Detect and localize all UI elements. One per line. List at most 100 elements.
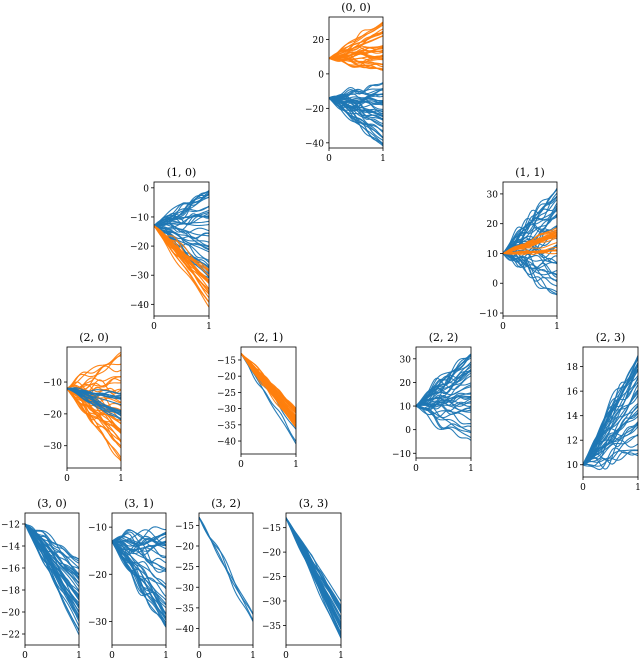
series-line xyxy=(25,523,79,631)
subplot-title: (0, 0) xyxy=(341,1,371,14)
subplot-p30: (3, 0) −12 −14 −16 −18 −20 −22 0 1 xyxy=(1,497,82,660)
y-tick-label: −20 xyxy=(43,410,62,420)
series-line xyxy=(112,540,166,626)
series-line xyxy=(67,387,121,416)
x-tick-label: 0 xyxy=(326,154,332,164)
x-tick-label: 1 xyxy=(468,464,474,474)
series-line xyxy=(112,535,166,547)
y-tick-label: −35 xyxy=(217,421,236,431)
y-tick-label: −20 xyxy=(305,105,324,115)
y-tick-label: −10 xyxy=(43,379,62,389)
series-line xyxy=(25,523,79,622)
series-line xyxy=(329,97,383,146)
y-tick-label: −20 xyxy=(1,609,20,619)
series-line xyxy=(329,28,383,59)
subplot-title: (3, 2) xyxy=(211,497,241,510)
series-line xyxy=(199,516,253,621)
subplot-p23: (2, 3) 18 16 14 12 10 0 1 xyxy=(567,331,640,493)
x-tick-label: 1 xyxy=(293,460,299,470)
series-line xyxy=(329,35,383,59)
series-line xyxy=(154,225,209,290)
series-line xyxy=(154,225,209,253)
y-tick-label: −40 xyxy=(175,625,194,635)
x-tick-label: 0 xyxy=(283,651,289,660)
x-tick-label: 1 xyxy=(206,322,212,332)
series-line xyxy=(583,451,638,467)
axes-frame xyxy=(66,346,122,469)
series-line xyxy=(154,191,209,227)
y-tick-label: −20 xyxy=(88,571,107,581)
subplot-title: (2, 2) xyxy=(429,331,459,344)
series-line xyxy=(67,355,121,389)
y-tick-label: 12 xyxy=(567,437,578,447)
y-tick-label: 20 xyxy=(313,36,325,46)
y-tick-label: −20 xyxy=(262,549,281,559)
series-line xyxy=(503,229,557,254)
series-line xyxy=(241,353,296,442)
y-tick-label: −25 xyxy=(217,389,236,399)
y-tick-label: −20 xyxy=(175,543,194,553)
series-line xyxy=(67,388,121,442)
y-tick-label: 20 xyxy=(487,220,499,230)
series-line xyxy=(329,97,383,112)
x-tick-label: 0 xyxy=(196,651,202,660)
series-line xyxy=(503,249,557,255)
y-tick-label: −20 xyxy=(130,243,149,253)
y-tick-label: −14 xyxy=(1,543,20,553)
series-line xyxy=(329,57,383,70)
series-line xyxy=(583,381,638,466)
y-tick-label: −20 xyxy=(217,373,236,383)
series-lines xyxy=(503,188,557,296)
series-line xyxy=(329,97,383,117)
axes-frame xyxy=(328,16,384,149)
x-tick-label: 0 xyxy=(151,322,157,332)
series-line xyxy=(154,193,209,227)
series-line xyxy=(416,392,471,407)
subplot-p33: (3, 3) −15 −20 −25 −30 −35 0 1 xyxy=(262,497,344,660)
x-tick-label: 1 xyxy=(250,651,256,660)
series-line xyxy=(583,447,638,471)
series-line xyxy=(329,97,383,127)
series-line xyxy=(286,517,341,609)
axes-frame xyxy=(24,512,80,646)
series-line xyxy=(286,517,341,636)
series-line xyxy=(583,434,638,466)
axes-frame xyxy=(111,512,167,646)
x-tick-label: 1 xyxy=(163,651,169,660)
subplot-title: (1, 1) xyxy=(515,166,545,179)
series-line xyxy=(25,523,79,560)
series-line xyxy=(503,252,557,294)
series-lines xyxy=(329,21,383,147)
series-lines xyxy=(154,190,209,308)
y-tick-label: −40 xyxy=(217,438,236,448)
axes-frame xyxy=(415,346,472,459)
axes-frame xyxy=(153,181,210,317)
axes-frame xyxy=(198,512,254,646)
y-tick-label: −10 xyxy=(392,450,411,460)
series-line xyxy=(583,362,638,465)
series-line xyxy=(583,449,638,467)
series-line xyxy=(583,405,638,466)
y-tick-label: −10 xyxy=(479,310,498,320)
x-tick-label: 1 xyxy=(76,651,82,660)
series-line xyxy=(112,540,166,573)
series-line xyxy=(416,405,471,421)
series-lines xyxy=(286,517,341,639)
y-tick-label: 0 xyxy=(143,184,149,194)
series-line xyxy=(154,213,209,231)
series-line xyxy=(25,523,79,562)
y-tick-label: 14 xyxy=(567,412,579,422)
subplot-title: (3, 0) xyxy=(37,497,67,510)
y-tick-label: −30 xyxy=(88,618,107,628)
series-line xyxy=(241,353,296,410)
series-line xyxy=(329,97,383,128)
subplot-p20: (2, 0) −10 −20 −30 0 1 xyxy=(43,331,124,484)
y-tick-label: −12 xyxy=(1,521,20,531)
y-tick-label: −30 xyxy=(217,405,236,415)
series-lines xyxy=(583,355,638,471)
y-tick-label: 0 xyxy=(318,70,324,80)
series-line xyxy=(329,97,383,145)
